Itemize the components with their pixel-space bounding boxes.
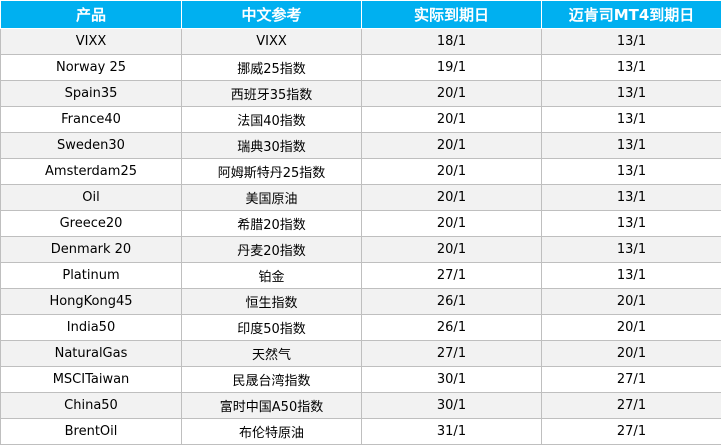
- cell-chinese-reference: 布伦特原油: [182, 419, 362, 445]
- cell-chinese-reference: 美国原油: [182, 185, 362, 211]
- cell-product: Oil: [1, 185, 182, 211]
- cell-actual-expiry: 27/1: [362, 263, 542, 289]
- cell-product: Denmark 20: [1, 237, 182, 263]
- cell-chinese-reference: 铂金: [182, 263, 362, 289]
- header-mt4-expiry: 迈肯司MT4到期日: [542, 1, 721, 29]
- cell-product: Greece20: [1, 211, 182, 237]
- cell-chinese-reference: 挪威25指数: [182, 55, 362, 81]
- cell-actual-expiry: 20/1: [362, 107, 542, 133]
- cell-mt4-expiry: 20/1: [542, 341, 721, 367]
- cell-product: India50: [1, 315, 182, 341]
- cell-product: BrentOil: [1, 419, 182, 445]
- cell-product: VIXX: [1, 29, 182, 55]
- cell-product: Spain35: [1, 81, 182, 107]
- cell-product: MSCITaiwan: [1, 367, 182, 393]
- cell-mt4-expiry: 27/1: [542, 419, 721, 445]
- cell-chinese-reference: 印度50指数: [182, 315, 362, 341]
- cell-mt4-expiry: 20/1: [542, 289, 721, 315]
- cell-product: China50: [1, 393, 182, 419]
- cell-mt4-expiry: 13/1: [542, 185, 721, 211]
- header-actual-expiry: 实际到期日: [362, 1, 542, 29]
- cell-mt4-expiry: 13/1: [542, 81, 721, 107]
- cell-mt4-expiry: 13/1: [542, 55, 721, 81]
- cell-mt4-expiry: 27/1: [542, 393, 721, 419]
- cell-mt4-expiry: 13/1: [542, 159, 721, 185]
- cell-actual-expiry: 20/1: [362, 211, 542, 237]
- cell-product: Amsterdam25: [1, 159, 182, 185]
- cell-chinese-reference: 法国40指数: [182, 107, 362, 133]
- cell-actual-expiry: 27/1: [362, 341, 542, 367]
- cell-chinese-reference: 希腊20指数: [182, 211, 362, 237]
- cell-mt4-expiry: 13/1: [542, 133, 721, 159]
- cell-actual-expiry: 20/1: [362, 81, 542, 107]
- cell-actual-expiry: 18/1: [362, 29, 542, 55]
- cell-mt4-expiry: 20/1: [542, 315, 721, 341]
- cell-actual-expiry: 19/1: [362, 55, 542, 81]
- cell-actual-expiry: 26/1: [362, 315, 542, 341]
- cell-chinese-reference: 富时中国A50指数: [182, 393, 362, 419]
- cell-chinese-reference: 恒生指数: [182, 289, 362, 315]
- cell-actual-expiry: 20/1: [362, 237, 542, 263]
- cell-mt4-expiry: 13/1: [542, 263, 721, 289]
- cell-mt4-expiry: 13/1: [542, 237, 721, 263]
- cell-actual-expiry: 26/1: [362, 289, 542, 315]
- cell-mt4-expiry: 13/1: [542, 29, 721, 55]
- cell-actual-expiry: 30/1: [362, 367, 542, 393]
- cell-actual-expiry: 20/1: [362, 159, 542, 185]
- cell-actual-expiry: 20/1: [362, 185, 542, 211]
- cell-product: France40: [1, 107, 182, 133]
- cell-actual-expiry: 31/1: [362, 419, 542, 445]
- cell-chinese-reference: 西班牙35指数: [182, 81, 362, 107]
- cell-chinese-reference: 天然气: [182, 341, 362, 367]
- cell-product: NaturalGas: [1, 341, 182, 367]
- cell-chinese-reference: VIXX: [182, 29, 362, 55]
- cell-chinese-reference: 阿姆斯特丹25指数: [182, 159, 362, 185]
- cell-actual-expiry: 30/1: [362, 393, 542, 419]
- cell-product: Platinum: [1, 263, 182, 289]
- cell-product: Sweden30: [1, 133, 182, 159]
- cell-mt4-expiry: 13/1: [542, 211, 721, 237]
- cell-actual-expiry: 20/1: [362, 133, 542, 159]
- cell-chinese-reference: 瑞典30指数: [182, 133, 362, 159]
- header-chinese-reference: 中文参考: [182, 1, 362, 29]
- cell-mt4-expiry: 27/1: [542, 367, 721, 393]
- cell-chinese-reference: 民晟台湾指数: [182, 367, 362, 393]
- header-product: 产品: [1, 1, 182, 29]
- header-row: 产品 中文参考 实际到期日 迈肯司MT4到期日: [1, 1, 721, 29]
- cell-chinese-reference: 丹麦20指数: [182, 237, 362, 263]
- cell-product: HongKong45: [1, 289, 182, 315]
- cell-product: Norway 25: [1, 55, 182, 81]
- cell-mt4-expiry: 13/1: [542, 107, 721, 133]
